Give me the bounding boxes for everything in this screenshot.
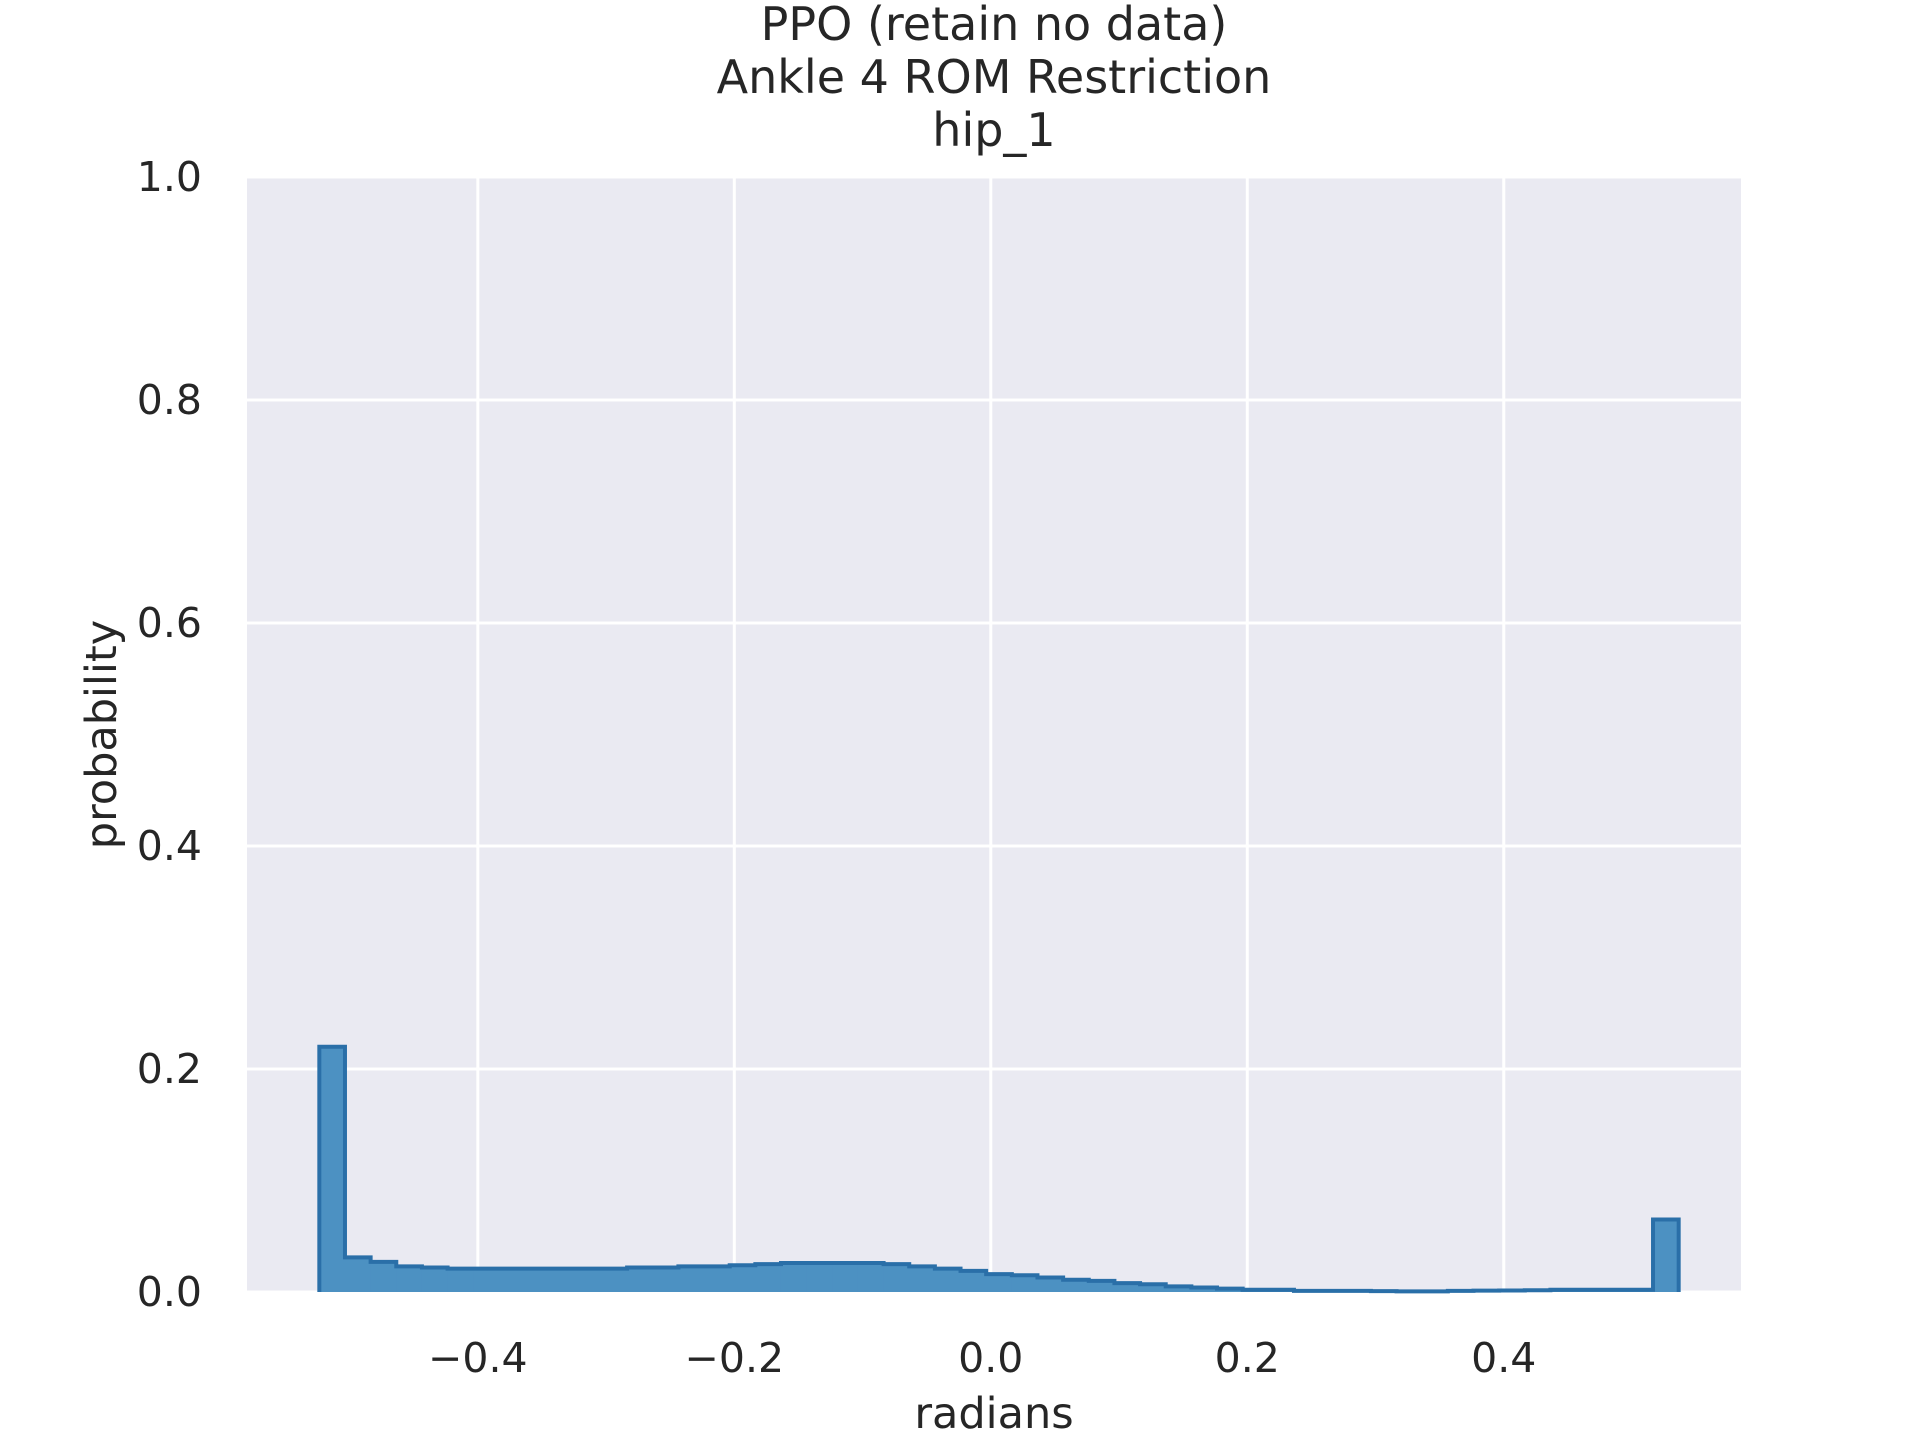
histogram-bar: [370, 1261, 397, 1292]
histogram-bar: [524, 1268, 551, 1292]
histogram-bar: [601, 1268, 628, 1292]
histogram-bar: [627, 1267, 654, 1292]
histogram-bar: [550, 1268, 577, 1292]
histogram-bar: [1088, 1280, 1115, 1292]
histogram-bar: [1114, 1283, 1141, 1292]
x-tick-label: −0.4: [428, 1334, 528, 1382]
histogram-bar: [344, 1257, 372, 1292]
histogram-bar: [473, 1268, 500, 1292]
histogram-bar: [1165, 1286, 1192, 1292]
histogram-bar: [704, 1266, 731, 1292]
histogram-bar: [1037, 1277, 1064, 1292]
y-tick-label: 0.6: [137, 599, 202, 647]
gridlines: [247, 175, 1741, 1294]
histogram-bar: [1011, 1275, 1038, 1292]
histogram-bar: [806, 1263, 833, 1292]
histogram-bar: [1140, 1284, 1167, 1292]
histogram-bar: [832, 1263, 859, 1292]
x-tick-label: 0.0: [958, 1334, 1023, 1382]
y-tick-label: 0.8: [137, 376, 202, 424]
histogram-bar: [1653, 1219, 1680, 1292]
histogram-bar: [678, 1266, 705, 1292]
x-axis-label: radians: [914, 1389, 1073, 1439]
histogram-bar: [396, 1266, 423, 1292]
histogram-bar: [447, 1268, 474, 1292]
chart-title: PPO (retain no data) Ankle 4 ROM Restric…: [717, 0, 1272, 157]
histogram-bars: [319, 1046, 1680, 1292]
histogram-bar: [960, 1270, 987, 1292]
y-tick-label: 0.0: [137, 1268, 202, 1316]
title-line-2: Ankle 4 ROM Restriction: [717, 50, 1272, 104]
histogram-bar: [934, 1268, 962, 1292]
histogram-bar: [319, 1046, 346, 1292]
y-axis-label: probability: [77, 620, 127, 849]
x-axis-ticks: −0.4 −0.2 0.0 0.2 0.4: [428, 1334, 1536, 1382]
y-tick-label: 0.2: [137, 1045, 202, 1093]
x-tick-label: −0.2: [685, 1334, 785, 1382]
histogram-bar: [755, 1264, 782, 1292]
histogram-bar: [1063, 1279, 1090, 1292]
histogram-bar: [857, 1263, 885, 1292]
y-tick-label: 0.4: [137, 822, 202, 870]
histogram-bar: [883, 1264, 910, 1292]
title-line-3: hip_1: [932, 103, 1055, 157]
histogram-bar: [909, 1266, 936, 1292]
histogram-outline: [317, 1044, 1681, 1294]
histogram-bar: [1191, 1287, 1218, 1292]
histogram-bar: [986, 1274, 1013, 1292]
x-tick-label: 0.4: [1471, 1334, 1536, 1382]
histogram-bar: [780, 1263, 808, 1292]
x-tick-label: 0.2: [1215, 1334, 1280, 1382]
histogram-bar: [421, 1267, 449, 1292]
histogram-bar: [575, 1268, 602, 1292]
histogram-bar: [652, 1267, 679, 1292]
plot-area: [247, 177, 1741, 1292]
title-line-1: PPO (retain no data): [761, 0, 1228, 51]
histogram-bar: [729, 1265, 756, 1292]
y-tick-label: 1.0: [137, 153, 202, 201]
histogram-bar: [498, 1268, 526, 1292]
y-axis-ticks: 0.0 0.2 0.4 0.6 0.8 1.0: [137, 153, 202, 1316]
